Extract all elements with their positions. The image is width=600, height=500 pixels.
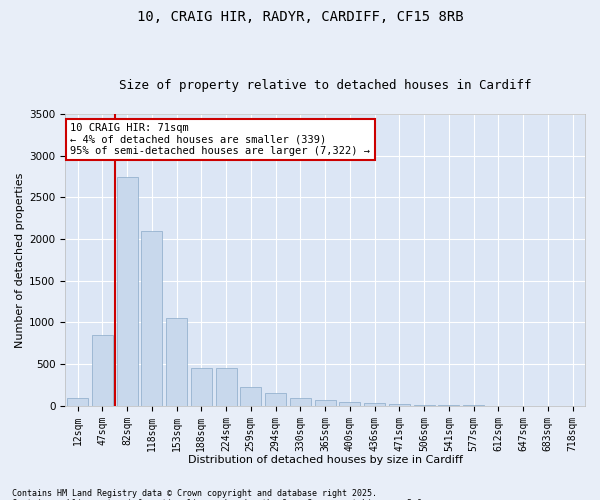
Bar bbox=[240, 386, 262, 406]
Text: 10 CRAIG HIR: 71sqm
← 4% of detached houses are smaller (339)
95% of semi-detach: 10 CRAIG HIR: 71sqm ← 4% of detached hou… bbox=[70, 123, 370, 156]
Bar bbox=[389, 404, 410, 406]
Text: 10, CRAIG HIR, RADYR, CARDIFF, CF15 8RB: 10, CRAIG HIR, RADYR, CARDIFF, CF15 8RB bbox=[137, 10, 463, 24]
X-axis label: Distribution of detached houses by size in Cardiff: Distribution of detached houses by size … bbox=[188, 455, 463, 465]
Bar bbox=[314, 400, 335, 406]
Text: Contains HM Land Registry data © Crown copyright and database right 2025.: Contains HM Land Registry data © Crown c… bbox=[12, 488, 377, 498]
Bar bbox=[265, 394, 286, 406]
Bar bbox=[191, 368, 212, 406]
Bar bbox=[215, 368, 236, 406]
Bar bbox=[340, 402, 361, 406]
Bar bbox=[364, 404, 385, 406]
Bar bbox=[413, 405, 434, 406]
Text: Contains public sector information licensed under the Open Government Licence v3: Contains public sector information licen… bbox=[12, 498, 427, 500]
Bar bbox=[166, 318, 187, 406]
Bar bbox=[141, 230, 163, 406]
Bar bbox=[439, 405, 460, 406]
Bar bbox=[290, 398, 311, 406]
Title: Size of property relative to detached houses in Cardiff: Size of property relative to detached ho… bbox=[119, 79, 532, 92]
Y-axis label: Number of detached properties: Number of detached properties bbox=[15, 172, 25, 348]
Bar bbox=[92, 335, 113, 406]
Bar bbox=[67, 398, 88, 406]
Bar bbox=[116, 176, 137, 406]
